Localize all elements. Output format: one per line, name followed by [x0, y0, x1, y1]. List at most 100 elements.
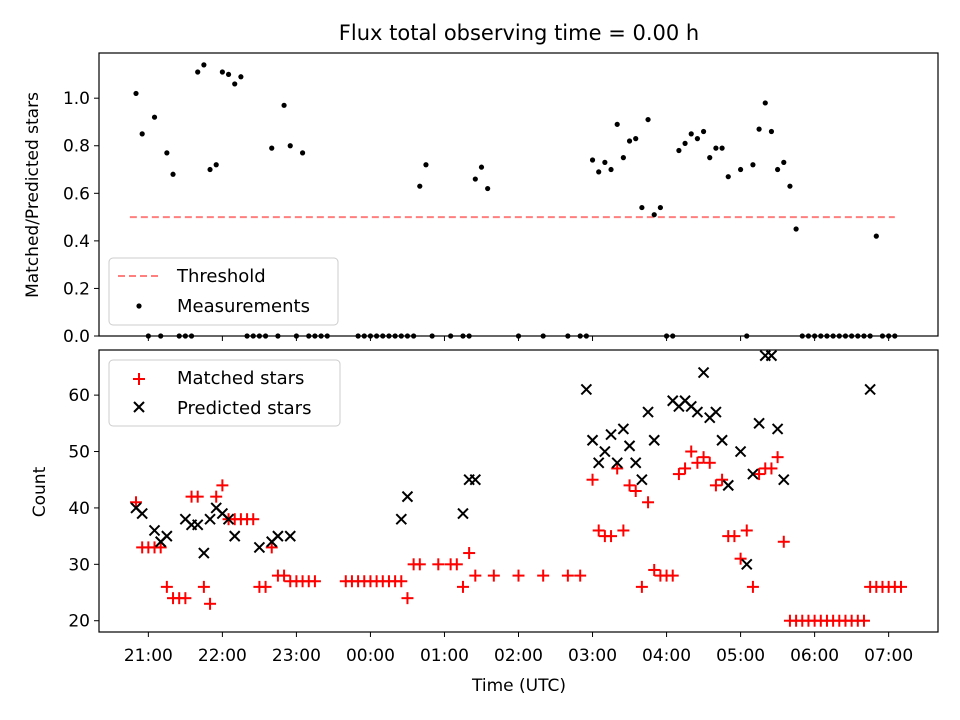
matched-star-point [685, 445, 698, 458]
predicted-star-point [253, 541, 266, 554]
measurement-point [238, 74, 244, 80]
predicted-star-point [401, 490, 414, 503]
matched-star-point [894, 580, 907, 593]
measurement-point [781, 159, 787, 165]
measurement-point [626, 138, 633, 144]
matched-star-point [265, 541, 278, 554]
predicted-star-point [623, 440, 636, 452]
measurement-point [299, 150, 306, 156]
predicted-star-point [605, 428, 617, 441]
measurement-point [676, 147, 682, 154]
chart-title: Flux total observing time = 0.00 h [339, 21, 699, 45]
legend-predicted-swatch [133, 401, 145, 413]
x-tick-label: 06:00 [790, 646, 839, 666]
legend-measurements-swatch [136, 303, 142, 309]
matched-star-point [617, 524, 630, 537]
measurement-point [620, 155, 626, 161]
matched-star-point [753, 468, 766, 481]
predicted-star-point [191, 519, 204, 531]
predicted-star-point [148, 524, 161, 537]
measurement-point [768, 128, 775, 135]
matched-star-point [512, 569, 525, 582]
x-tick-label: 02:00 [494, 646, 543, 666]
top-y-tick-label: 0.0 [63, 327, 90, 347]
measurement-point [639, 204, 645, 211]
measurement-point [645, 116, 651, 123]
measurement-point [608, 166, 614, 173]
x-tick-label: 03:00 [568, 646, 617, 666]
top-y-tick-label: 0.4 [63, 232, 90, 252]
predicted-star-point [198, 547, 210, 559]
measurement-point [485, 185, 491, 192]
x-tick-label: 21:00 [124, 646, 173, 666]
measurement-point [694, 136, 701, 142]
predicted-star-point [642, 406, 654, 418]
x-tick-label: 22:00 [198, 646, 247, 666]
top-y-tick-label: 1.0 [63, 89, 90, 109]
measurement-point [750, 162, 756, 168]
bottom-y-tick-label: 60 [68, 386, 90, 406]
matched-star-point [691, 456, 704, 469]
measurement-point [269, 145, 275, 151]
predicted-star-point [204, 513, 216, 525]
matched-star-point [574, 569, 587, 582]
measurement-point [725, 174, 731, 180]
matched-star-point [777, 535, 790, 548]
predicted-star-point [753, 417, 765, 430]
predicted-star-point [697, 366, 710, 379]
matched-star-point [487, 569, 500, 582]
measurement-point [170, 171, 176, 177]
measurement-point [633, 136, 639, 142]
predicted-star-point [222, 513, 235, 525]
predicted-star-point [691, 406, 704, 418]
matched-star-point [160, 580, 173, 593]
predicted-star-point [722, 479, 734, 492]
matched-star-point [771, 451, 784, 464]
matched-star-point [401, 592, 414, 605]
top-y-ticks: 0.0 0.2 0.4 0.6 0.8 1.0 [63, 89, 890, 347]
measurement-point [737, 166, 744, 173]
predicted-star-point [648, 434, 660, 446]
measurement-point [688, 131, 694, 137]
matched-star-point [623, 479, 636, 492]
bottom-marks [130, 349, 907, 627]
measurement-point [417, 183, 423, 189]
bottom-y-axis-label: Count [30, 466, 50, 517]
predicted-star-point [586, 434, 599, 446]
measurement-point [707, 155, 713, 161]
matched-star-point [130, 496, 143, 509]
measurement-point [207, 166, 213, 173]
predicted-star-point [747, 468, 759, 480]
measurement-point [423, 162, 429, 168]
matched-star-point [179, 592, 192, 605]
bottom-y-tick-label: 40 [68, 499, 90, 519]
matched-star-point [746, 580, 759, 593]
measurement-point [219, 69, 225, 75]
measurement-point [195, 69, 201, 75]
matched-star-point [210, 490, 223, 503]
matched-star-point [413, 558, 426, 571]
legend-matched-label: Matched stars [177, 368, 304, 389]
predicted-star-point [284, 530, 296, 542]
predicted-star-point [611, 457, 623, 469]
bottom-y-tick-label: 20 [68, 612, 90, 632]
measurement-point [682, 140, 688, 146]
matched-star-point [605, 530, 618, 543]
x-tick-label: 00:00 [346, 646, 395, 666]
matched-star-point [308, 575, 321, 588]
bottom-panel: 20 30 40 50 60 21:00 22:00 23:00 00:00 01:00 02:0… [30, 349, 939, 696]
legend-threshold-label: Threshold [176, 266, 266, 287]
measurement-point [700, 128, 707, 135]
x-tick-label: 23:00 [272, 646, 321, 666]
predicted-star-point [592, 457, 605, 469]
matched-star-point [679, 462, 692, 475]
predicted-star-point [136, 507, 148, 520]
bottom-legend: Matched stars Predicted stars [108, 359, 341, 427]
legend-predicted-label: Predicted stars [177, 398, 311, 419]
matched-star-point [703, 456, 716, 469]
measurement-point [281, 102, 287, 108]
predicted-star-point [395, 513, 407, 525]
measurement-point [873, 233, 879, 239]
predicted-star-point [765, 349, 778, 362]
